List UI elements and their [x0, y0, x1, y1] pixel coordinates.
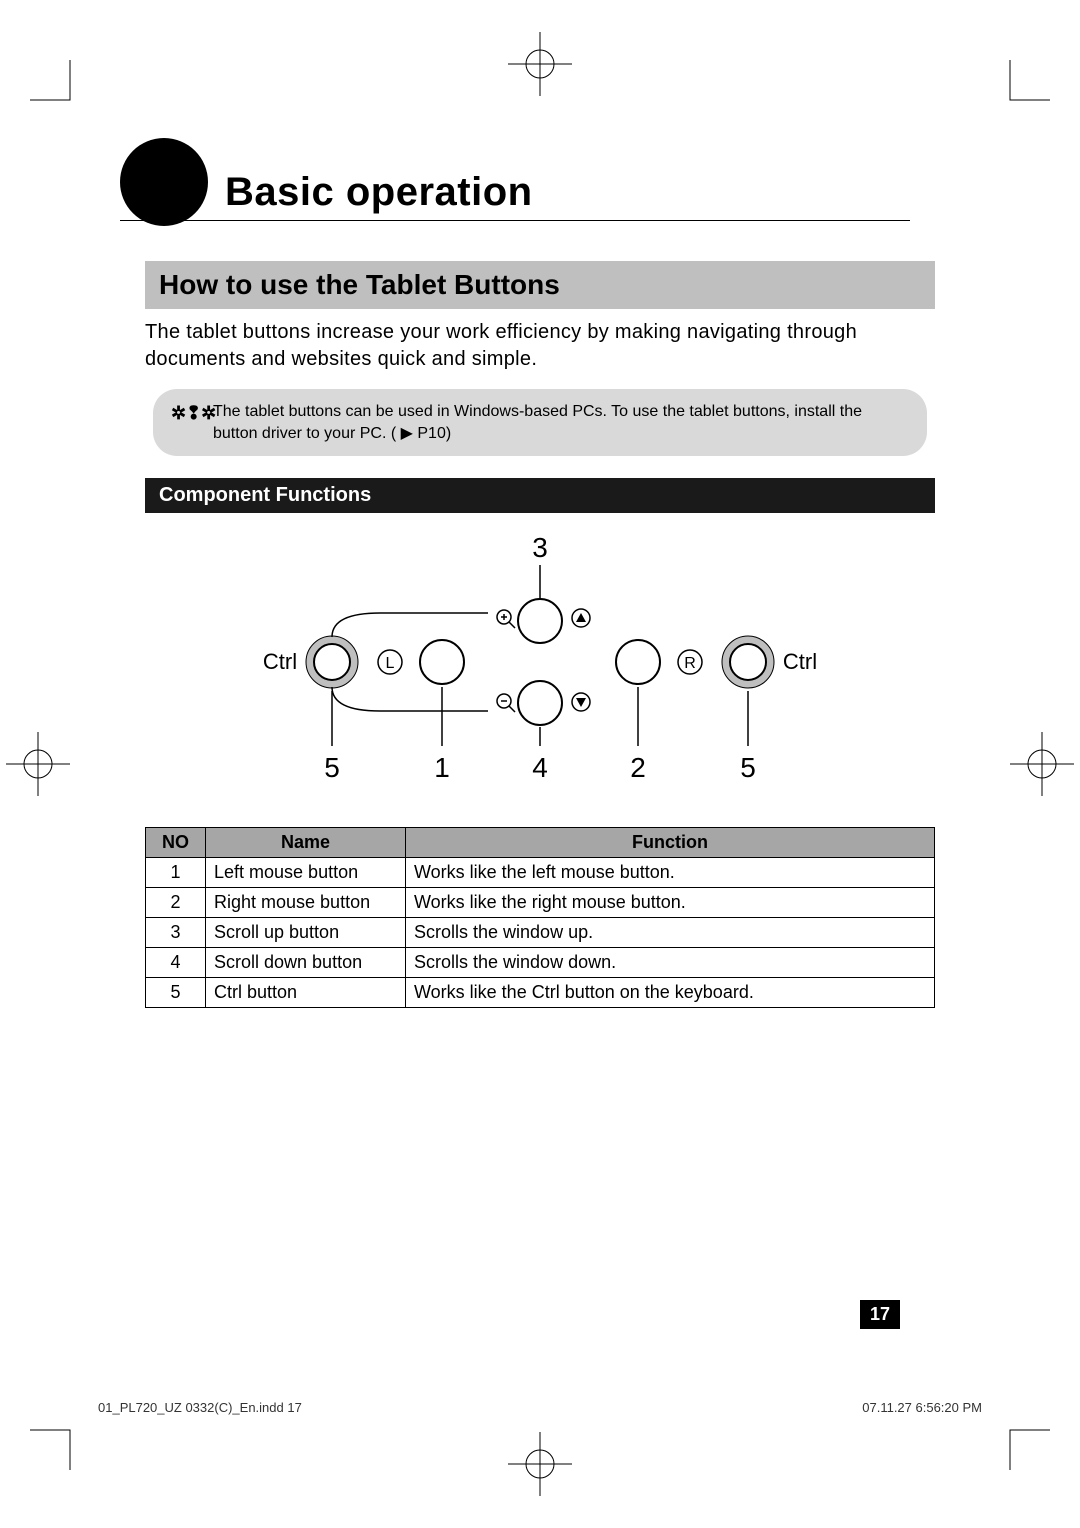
- label-ctrl-right: Ctrl: [783, 649, 817, 674]
- regmark-bottom: [508, 1432, 572, 1496]
- heading-text: Basic operation: [225, 170, 533, 215]
- intro-paragraph: The tablet buttons increase your work ef…: [145, 319, 935, 373]
- label-L: L: [386, 655, 395, 672]
- heading-dot-icon: [120, 138, 208, 226]
- cropmark-tl: [30, 60, 90, 120]
- callout-5l: 5: [324, 752, 340, 783]
- cropmark-bl: [30, 1410, 90, 1470]
- section-title: How to use the Tablet Buttons: [145, 261, 935, 309]
- label-ctrl-left: Ctrl: [263, 649, 297, 674]
- note-text: The tablet buttons can be used in Window…: [213, 403, 862, 442]
- callout-1: 1: [434, 752, 450, 783]
- diagram-container: 3: [145, 531, 935, 791]
- table-row: 4 Scroll down button Scrolls the window …: [146, 948, 935, 978]
- note-icon: ✲❢✲: [171, 401, 216, 425]
- regmark-left: [6, 732, 70, 796]
- callout-3: 3: [532, 532, 548, 563]
- component-functions-header: Component Functions: [145, 478, 935, 513]
- footer-left: 01_PL720_UZ 0332(C)_En.indd 17: [98, 1400, 302, 1415]
- label-R: R: [684, 655, 696, 672]
- callout-5r: 5: [740, 752, 756, 783]
- heading-underline: [120, 220, 910, 221]
- th-no: NO: [146, 828, 206, 858]
- component-functions-table: NO Name Function 1 Left mouse button Wor…: [145, 827, 935, 1008]
- table-row: 5 Ctrl button Works like the Ctrl button…: [146, 978, 935, 1008]
- note-callout: ✲❢✲ The tablet buttons can be used in Wi…: [153, 389, 927, 456]
- page-content: Basic operation How to use the Tablet Bu…: [145, 170, 935, 1008]
- callout-4: 4: [532, 752, 548, 783]
- page-number: 17: [860, 1300, 900, 1329]
- th-name: Name: [206, 828, 406, 858]
- cropmark-tr: [990, 60, 1050, 120]
- th-func: Function: [406, 828, 935, 858]
- footer-right: 07.11.27 6:56:20 PM: [862, 1400, 982, 1415]
- table-row: 1 Left mouse button Works like the left …: [146, 858, 935, 888]
- regmark-right: [1010, 732, 1074, 796]
- table-row: 3 Scroll up button Scrolls the window up…: [146, 918, 935, 948]
- tablet-buttons-diagram: 3: [220, 531, 860, 791]
- cropmark-br: [990, 1410, 1050, 1470]
- table-row: 2 Right mouse button Works like the righ…: [146, 888, 935, 918]
- regmark-top: [508, 32, 572, 96]
- chapter-heading: Basic operation: [145, 170, 935, 215]
- callout-2: 2: [630, 752, 646, 783]
